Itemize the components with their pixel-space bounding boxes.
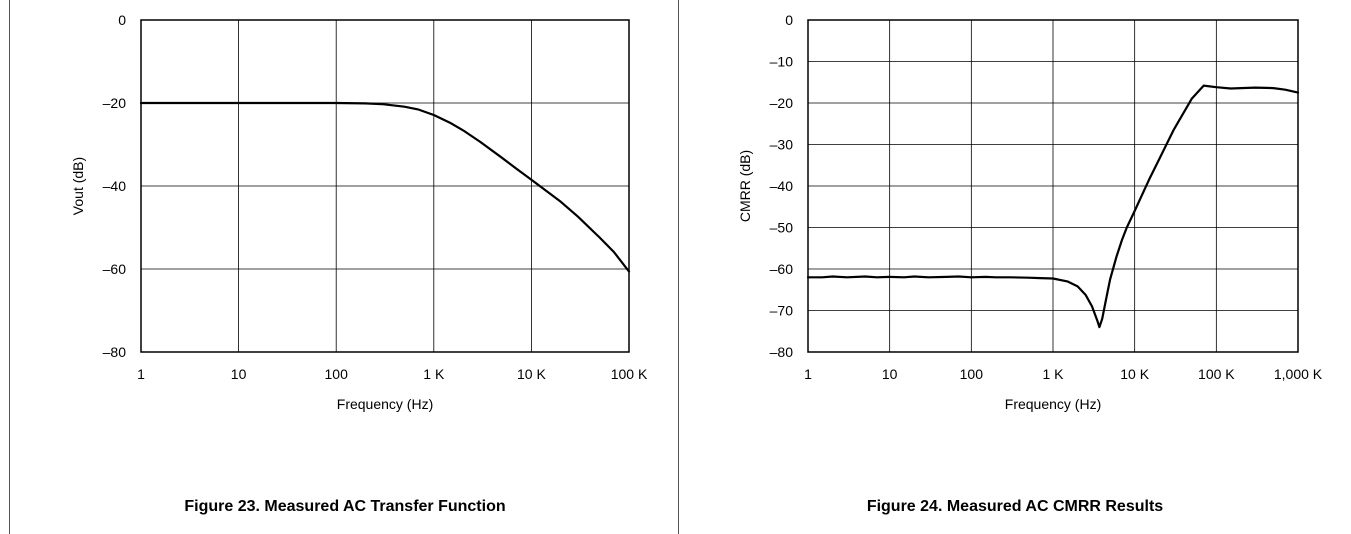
x-tick-label: 1 K (1042, 366, 1064, 382)
y-tick-label: –50 (770, 220, 794, 236)
y-axis-label: Vout (dB) (70, 157, 86, 215)
y-tick-label: –40 (770, 178, 794, 194)
y-tick-label: –70 (770, 303, 794, 319)
figure-24-caption: Figure 24. Measured AC CMRR Results (866, 498, 1164, 515)
x-tick-label: 10 K (1120, 366, 1149, 382)
chart-transfer-function: 1 10 100 1 K 10 K 100 K 0 –20 –40 –60 –80 Frequency… (70, 12, 648, 412)
y-tick-label: –20 (103, 95, 127, 111)
figure-23-caption: Figure 23. Measured AC Transfer Function (184, 498, 506, 515)
x-tick-label: 1 (804, 366, 812, 382)
y-tick-label: –80 (770, 344, 794, 360)
y-tick-label: –40 (103, 178, 127, 194)
x-tick-label: 100 K (611, 366, 648, 382)
x-tick-label: 100 (325, 366, 349, 382)
y-tick-label: –60 (770, 261, 794, 277)
y-tick-label: 0 (785, 12, 793, 28)
x-tick-label: 1,000 K (1274, 366, 1323, 382)
x-axis-label: Frequency (Hz) (1005, 396, 1101, 412)
left-border (9, 0, 10, 534)
x-tick-label: 100 K (1198, 366, 1235, 382)
x-tick-label: 1 K (423, 366, 445, 382)
plot-frame (807, 19, 1299, 353)
center-divider (678, 0, 679, 534)
x-tick-label: 10 (882, 366, 898, 382)
y-tick-label: –10 (770, 54, 794, 70)
x-tick-label: 100 (960, 366, 984, 382)
x-axis-label: Frequency (Hz) (337, 396, 433, 412)
plot-frame (140, 19, 630, 353)
x-tick-label: 10 K (517, 366, 546, 382)
series-line (806, 84, 1300, 329)
x-tick-label: 1 (137, 366, 145, 382)
y-axis-label: CMRR (dB) (737, 150, 753, 222)
y-tick-label: –20 (770, 95, 794, 111)
y-tick-label: –60 (103, 261, 127, 277)
series-line (139, 101, 631, 273)
x-tick-label: 10 (231, 366, 247, 382)
y-tick-label: –30 (770, 137, 794, 153)
y-tick-label: 0 (118, 12, 126, 28)
y-tick-label: –80 (103, 344, 127, 360)
